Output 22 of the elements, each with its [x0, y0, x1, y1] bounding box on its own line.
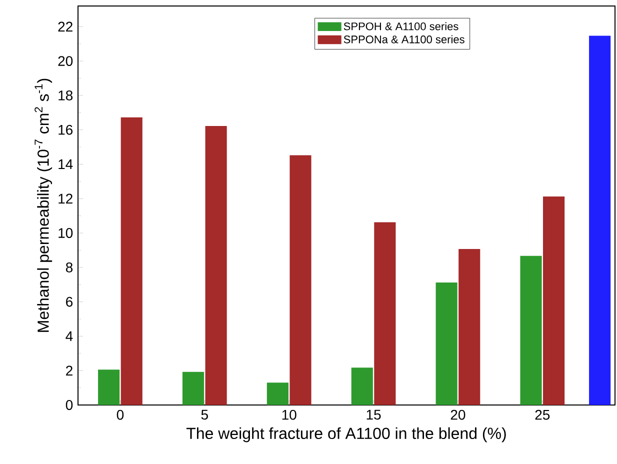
y-tick-label: 12	[58, 194, 72, 204]
x-tick-label: 25	[535, 410, 550, 420]
legend-label: SPPOH & A1100 series	[344, 22, 458, 30]
y-tick-label: 22	[58, 22, 72, 32]
x-axis-title: The weight fracture of A1100 in the blend (%)	[186, 427, 506, 442]
y-tick-label: 16	[58, 124, 73, 135]
x-tick-label: 0	[116, 410, 124, 420]
y-tick-label: 2	[66, 366, 72, 376]
x-tick-label: 20	[450, 410, 466, 420]
y-tick-label: 4	[66, 331, 73, 342]
y-tick-label: 14	[58, 159, 73, 170]
y-axis-title: Methanol permeability (10$^{-7}$ cm$^{2}$ s$^{-1}$)	[34, 78, 52, 332]
y-tick-label: 8	[66, 262, 73, 272]
legend-label: SPPONa & A1100 series	[344, 35, 464, 44]
y-tick-label: 20	[58, 56, 73, 66]
x-tick-label: 5	[201, 410, 208, 420]
y-tick-label: 0	[66, 400, 73, 410]
y-tick-label: 6	[66, 296, 73, 307]
y-tick-label: 10	[58, 228, 73, 238]
x-tick-label: 10	[282, 410, 296, 420]
x-tick-label: 15	[366, 410, 381, 420]
y-tick-label: 18	[58, 90, 73, 100]
